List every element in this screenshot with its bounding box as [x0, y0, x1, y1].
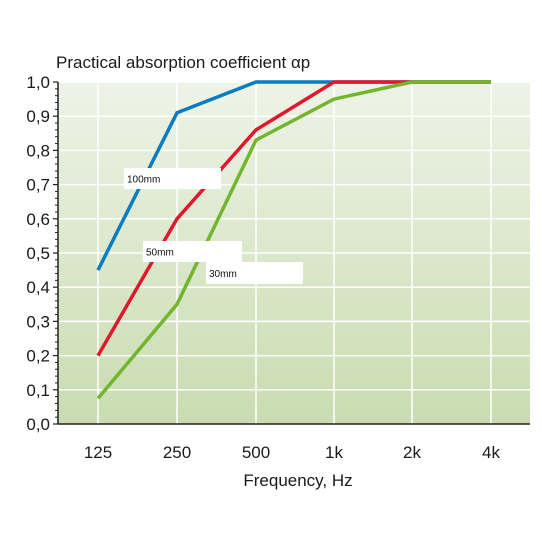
axes — [53, 81, 530, 425]
y-tick-label: 0,1 — [26, 381, 50, 400]
x-axis-title: Frequency, Hz — [243, 471, 352, 490]
x-tick-label: 250 — [163, 443, 191, 462]
y-tick-label: 0,4 — [26, 278, 50, 297]
y-tick-label: 0,9 — [26, 107, 50, 126]
x-tick-label: 1k — [325, 443, 343, 462]
y-tick-label: 0,0 — [26, 415, 50, 434]
y-tick-label: 1,0 — [26, 73, 50, 92]
x-tick-label: 2k — [403, 443, 421, 462]
y-tick-label: 0,6 — [26, 210, 50, 229]
y-tick-labels: 0,0 0,1 0,2 0,3 0,4 0,5 0,6 0,7 0,8 0,9 1,0 — [26, 73, 50, 434]
y-tick-label: 0,5 — [26, 244, 50, 263]
series-label-50mm: 50mm — [143, 241, 242, 262]
y-tick-label: 0,2 — [26, 347, 50, 366]
series-label-box — [124, 168, 221, 189]
series-label-30mm: 30mm — [206, 262, 303, 284]
series-label-text: 30mm — [209, 269, 237, 280]
x-tick-label: 500 — [242, 443, 270, 462]
y-tick-label: 0,3 — [26, 312, 50, 331]
x-tick-label: 125 — [84, 443, 112, 462]
series-line-30mm — [96, 80, 491, 400]
chart-title: Practical absorption coefficient αp — [56, 53, 310, 72]
x-tick-label: 4k — [482, 443, 500, 462]
series-label-text: 100mm — [127, 175, 160, 186]
y-tick-label: 0,8 — [26, 141, 50, 160]
y-tick-label: 0,7 — [26, 176, 50, 195]
series-label-box — [206, 262, 303, 284]
series-label-100mm: 100mm — [124, 168, 221, 189]
x-tick-labels: 125 250 500 1k 2k 4k — [84, 443, 501, 462]
series-labels: 100mm 50mm 30mm — [124, 168, 303, 284]
series-label-text: 50mm — [146, 248, 174, 259]
series-label-box — [143, 241, 242, 262]
